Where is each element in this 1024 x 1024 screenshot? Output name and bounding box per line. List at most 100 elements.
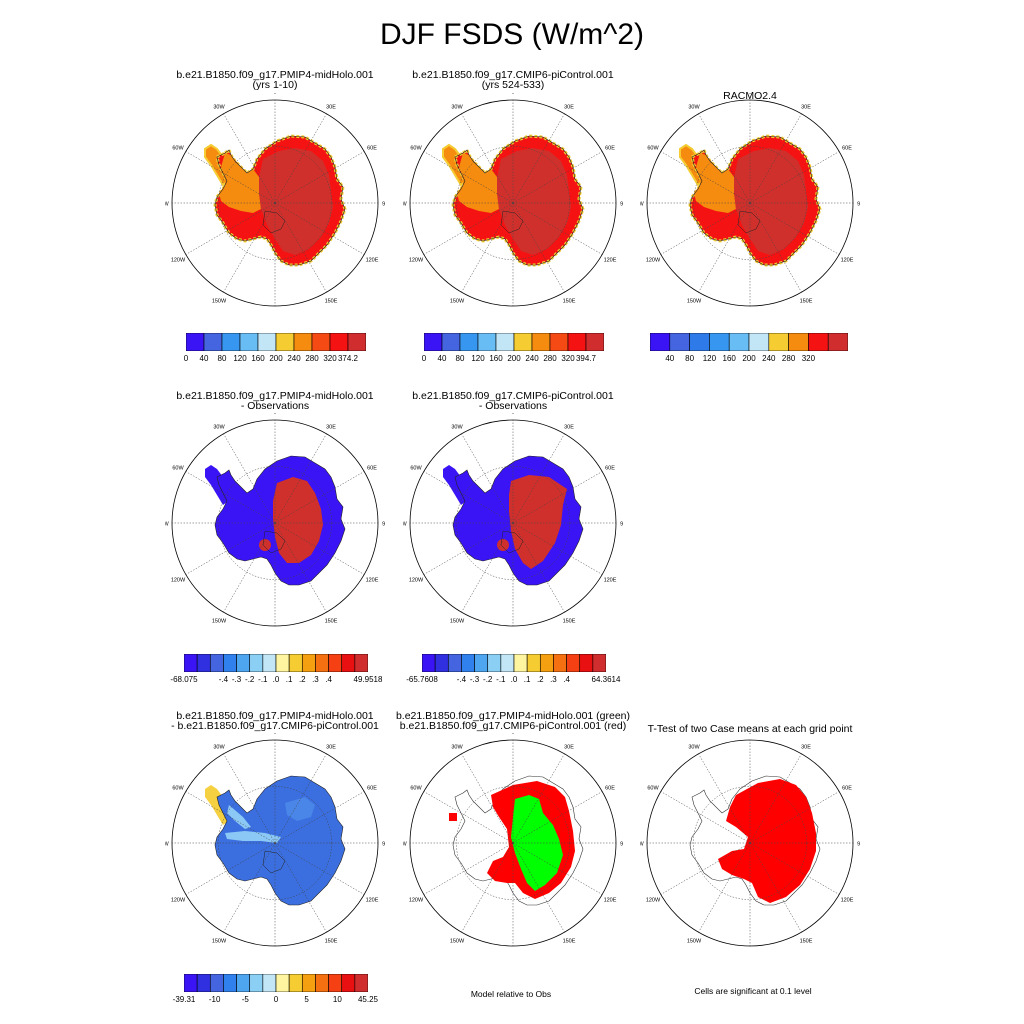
colorbar-swatch bbox=[728, 333, 750, 351]
colorbar-swatch bbox=[275, 333, 295, 351]
colorbar-swatch bbox=[311, 333, 331, 351]
colorbar-swatch bbox=[422, 654, 436, 672]
longitude-label: 60E bbox=[367, 466, 377, 472]
plateau-field bbox=[497, 148, 571, 255]
panel-title-6-line2: - b.e21.B1850.f09_g17.CMIP6-piControl.00… bbox=[171, 720, 379, 732]
note-significance: Cells are significant at 0.1 level bbox=[694, 986, 812, 996]
meridian-line bbox=[461, 113, 514, 204]
longitude-label: 60E bbox=[842, 146, 852, 152]
colorbar-swatch bbox=[808, 333, 829, 351]
colorbar-swatch bbox=[301, 974, 316, 992]
meridian-line bbox=[461, 433, 514, 524]
map-fill-layer bbox=[443, 456, 583, 585]
weddell-field bbox=[227, 805, 251, 829]
colorbar-swatch bbox=[441, 333, 461, 351]
meridian-line bbox=[274, 433, 327, 524]
longitude-label: 60W bbox=[647, 146, 659, 152]
colorbar-tick-label: 200 bbox=[269, 354, 283, 363]
meridian-line bbox=[512, 522, 603, 575]
meridian-line bbox=[274, 113, 327, 204]
meridian-line bbox=[749, 113, 802, 204]
meridian-line bbox=[749, 842, 802, 933]
longitude-label: 90E bbox=[857, 202, 860, 208]
meridian-line bbox=[698, 753, 751, 844]
map-fill-layer bbox=[689, 775, 821, 906]
note-model-relative: Model relative to Obs bbox=[470, 989, 552, 999]
colorbar-swatch bbox=[209, 974, 224, 992]
panel-title-3-line1: RACMO2.4 bbox=[723, 90, 777, 102]
meridian-line bbox=[512, 202, 603, 255]
panel-title-6-line1: b.e21.B1850.f09_g17.PMIP4-midHolo.001 bbox=[176, 710, 374, 722]
map-border bbox=[409, 99, 617, 307]
latitude-circle bbox=[693, 786, 807, 900]
panel-title-5: b.e21.B1850.f09_g17.CMIP6-piControl.001 … bbox=[373, 390, 653, 412]
colorbar-tick-label: .0 bbox=[272, 675, 280, 684]
colorbar-tick-label: -39.31 bbox=[172, 995, 196, 1004]
colorbar-swatch bbox=[301, 654, 316, 672]
ice-shelf-outline bbox=[737, 210, 761, 234]
meridian-line bbox=[660, 791, 751, 844]
plateau-field bbox=[259, 148, 333, 255]
longitude-label: 90E bbox=[382, 522, 385, 528]
colorbar-tick-label: 0 bbox=[273, 995, 279, 1004]
panel-title-5-line1: b.e21.B1850.f09_g17.CMIP6-piControl.001 bbox=[412, 390, 614, 402]
latitude-circle bbox=[218, 786, 332, 900]
meridian-line bbox=[749, 791, 840, 844]
panel-title-2-line1: b.e21.B1850.f09_g17.CMIP6-piControl.001 bbox=[412, 69, 614, 81]
colorbar-swatch bbox=[526, 654, 541, 672]
colorbar-tick-label: 280 bbox=[305, 354, 319, 363]
colorbar-swatch bbox=[249, 654, 264, 672]
map-border bbox=[409, 739, 617, 947]
colorbar-picontrol: 0 40 80 120 160 200 240 280 320 394.7 bbox=[422, 333, 604, 363]
meridian-line bbox=[512, 433, 565, 524]
latitude-circle bbox=[456, 466, 570, 580]
ross-ice-shelf-field bbox=[225, 831, 281, 843]
colorbar-swatch bbox=[447, 654, 462, 672]
colorbar-swatch bbox=[689, 333, 710, 351]
colorbar-tick-label: .3 bbox=[550, 675, 557, 684]
colorbar-swatch bbox=[341, 974, 356, 992]
meridian-line bbox=[274, 522, 365, 575]
meridian-line bbox=[423, 151, 514, 204]
meridian-line bbox=[223, 842, 276, 933]
longitude-label: 150E bbox=[563, 938, 576, 944]
colorbar-swatch bbox=[566, 654, 581, 672]
panel-title-4-line2: - Observations bbox=[240, 400, 310, 412]
map-fill-layer bbox=[449, 775, 584, 906]
colorbar-swatch bbox=[329, 333, 349, 351]
longitude-label: 30W bbox=[451, 105, 463, 111]
latitude-circle bbox=[456, 786, 570, 900]
meridian-line bbox=[512, 471, 603, 524]
colorbar-swatch bbox=[293, 333, 313, 351]
longitude-label: 30W bbox=[688, 105, 700, 111]
colorbar-tick-label: 200 bbox=[742, 354, 756, 363]
meridian-line bbox=[749, 842, 840, 895]
longitude-label: 90W bbox=[640, 842, 644, 848]
panel-title-2-line2: (yrs 524-533) bbox=[481, 79, 545, 91]
longitude-label: 60W bbox=[410, 146, 422, 152]
panel-title-7-line2: b.e21.B1850.f09_g17.CMIP6-piControl.001 … bbox=[399, 720, 627, 732]
colorbar-swatch bbox=[203, 333, 223, 351]
colorbar-swatch bbox=[223, 974, 237, 992]
longitude-label: 120W bbox=[409, 898, 424, 904]
longitude-label: 30E bbox=[801, 745, 811, 751]
colorbar-swatch bbox=[328, 974, 343, 992]
meridian-line bbox=[423, 202, 514, 255]
longitude-label: 150E bbox=[800, 298, 813, 304]
colorbar-swatch bbox=[513, 333, 533, 351]
colorbar-swatch bbox=[354, 654, 368, 672]
colorbar-swatch bbox=[553, 654, 567, 672]
longitude-label: 0 bbox=[273, 413, 276, 416]
meridian-line bbox=[461, 522, 514, 613]
graticule bbox=[647, 740, 853, 946]
colorbar-picontrol-bias: -65.7608 -.4 -.3 -.2 -.1 .0 .1 .2 .3 .4 64.3614 bbox=[406, 654, 620, 684]
longitude-label: 60E bbox=[842, 786, 852, 792]
latitude-circle bbox=[218, 466, 332, 580]
longitude-label: 120E bbox=[366, 258, 379, 264]
colorbar-tick-label: -65.7608 bbox=[406, 675, 438, 684]
meridian-line bbox=[660, 842, 751, 895]
colorbar-tick-label: -10 bbox=[208, 995, 221, 1004]
coastline bbox=[214, 455, 346, 586]
meridian-line bbox=[423, 522, 514, 575]
coastline bbox=[689, 135, 821, 266]
